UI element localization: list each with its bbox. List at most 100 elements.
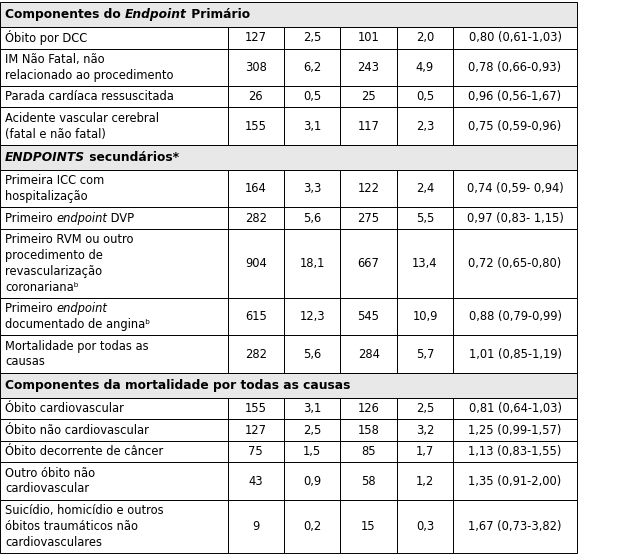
Bar <box>340 335 397 373</box>
Bar <box>453 49 577 86</box>
Bar <box>0 335 228 373</box>
Bar <box>453 108 577 145</box>
Bar <box>397 27 453 49</box>
Text: 155: 155 <box>245 120 267 133</box>
Text: 5,5: 5,5 <box>416 211 434 225</box>
Text: Endpoint: Endpoint <box>125 8 187 21</box>
Bar <box>228 298 284 335</box>
Text: 5,7: 5,7 <box>416 347 434 361</box>
Text: 0,97 (0,83- 1,15): 0,97 (0,83- 1,15) <box>467 211 563 225</box>
Bar <box>284 229 340 298</box>
Text: 0,72 (0,65-0,80): 0,72 (0,65-0,80) <box>469 257 562 270</box>
Text: 545: 545 <box>358 310 379 323</box>
Bar <box>397 398 453 420</box>
Text: 1,2: 1,2 <box>416 475 434 487</box>
Bar <box>0 229 228 298</box>
Bar <box>284 335 340 373</box>
Bar <box>397 86 453 108</box>
Bar <box>0 108 228 145</box>
Bar <box>284 500 340 553</box>
Text: 3,1: 3,1 <box>303 402 321 415</box>
Text: causas: causas <box>5 356 45 369</box>
Text: 0,75 (0,59-0,96): 0,75 (0,59-0,96) <box>469 120 562 133</box>
Text: cardiovascular: cardiovascular <box>5 482 89 496</box>
Text: 0,5: 0,5 <box>416 90 434 103</box>
Text: 164: 164 <box>245 182 267 195</box>
Bar <box>0 170 228 208</box>
Text: 4,9: 4,9 <box>416 61 434 74</box>
Text: 0,78 (0,66-0,93): 0,78 (0,66-0,93) <box>469 61 562 74</box>
Text: 275: 275 <box>358 211 379 225</box>
Bar <box>397 420 453 441</box>
Bar <box>284 398 340 420</box>
Text: 158: 158 <box>358 423 379 437</box>
Bar <box>228 86 284 108</box>
Bar <box>228 335 284 373</box>
Text: 0,2: 0,2 <box>303 520 321 533</box>
Text: 101: 101 <box>358 31 379 44</box>
Bar <box>228 420 284 441</box>
Bar <box>228 462 284 500</box>
Bar <box>228 27 284 49</box>
Text: 9: 9 <box>252 520 260 533</box>
Text: (fatal e não fatal): (fatal e não fatal) <box>5 128 106 140</box>
Bar <box>397 462 453 500</box>
Bar <box>397 229 453 298</box>
Text: cardiovasculares: cardiovasculares <box>5 536 102 549</box>
Bar <box>284 298 340 335</box>
Bar <box>284 170 340 208</box>
Text: relacionado ao procedimento: relacionado ao procedimento <box>5 69 174 82</box>
Bar <box>0 420 228 441</box>
Bar <box>340 27 397 49</box>
Bar <box>453 420 577 441</box>
Text: 243: 243 <box>358 61 379 74</box>
Text: 155: 155 <box>245 402 267 415</box>
Text: hospitalização: hospitalização <box>5 190 88 203</box>
Text: endpoint: endpoint <box>56 211 107 225</box>
Bar <box>453 441 577 462</box>
Text: 284: 284 <box>358 347 379 361</box>
Bar <box>397 335 453 373</box>
Bar <box>453 462 577 500</box>
Bar <box>284 49 340 86</box>
Text: 15: 15 <box>362 520 376 533</box>
Text: 18,1: 18,1 <box>299 257 325 270</box>
Text: 58: 58 <box>362 475 376 487</box>
Bar <box>453 86 577 108</box>
Text: 117: 117 <box>358 120 379 133</box>
Bar <box>0 373 577 398</box>
Bar <box>228 441 284 462</box>
Bar <box>340 441 397 462</box>
Text: 3,1: 3,1 <box>303 120 321 133</box>
Bar <box>284 420 340 441</box>
Text: revascularização: revascularização <box>5 265 102 278</box>
Bar <box>397 298 453 335</box>
Bar <box>340 229 397 298</box>
Bar <box>453 229 577 298</box>
Text: 1,7: 1,7 <box>416 445 434 458</box>
Text: Primeiro: Primeiro <box>5 211 56 225</box>
Bar <box>397 208 453 229</box>
Text: 904: 904 <box>245 257 267 270</box>
Text: 75: 75 <box>248 445 263 458</box>
Text: 1,67 (0,73-3,82): 1,67 (0,73-3,82) <box>469 520 562 533</box>
Text: Óbito por DCC: Óbito por DCC <box>5 31 87 46</box>
Text: 12,3: 12,3 <box>299 310 325 323</box>
Text: 0,9: 0,9 <box>303 475 321 487</box>
Text: 308: 308 <box>245 61 267 74</box>
Text: Primeira ICC com: Primeira ICC com <box>5 174 104 187</box>
Text: Primeiro: Primeiro <box>5 302 56 315</box>
Text: 122: 122 <box>358 182 379 195</box>
Bar <box>228 208 284 229</box>
Bar <box>453 398 577 420</box>
Bar <box>453 500 577 553</box>
Bar <box>397 49 453 86</box>
Bar <box>284 208 340 229</box>
Text: coronarianaᵇ: coronarianaᵇ <box>5 281 79 294</box>
Text: 3,3: 3,3 <box>303 182 321 195</box>
Text: 1,13 (0,83-1,55): 1,13 (0,83-1,55) <box>469 445 562 458</box>
Text: Óbito decorrente de câncer: Óbito decorrente de câncer <box>5 445 163 458</box>
Bar <box>0 2 577 27</box>
Text: Componentes da mortalidade por todas as causas: Componentes da mortalidade por todas as … <box>5 379 351 392</box>
Text: IM Não Fatal, não: IM Não Fatal, não <box>5 53 104 66</box>
